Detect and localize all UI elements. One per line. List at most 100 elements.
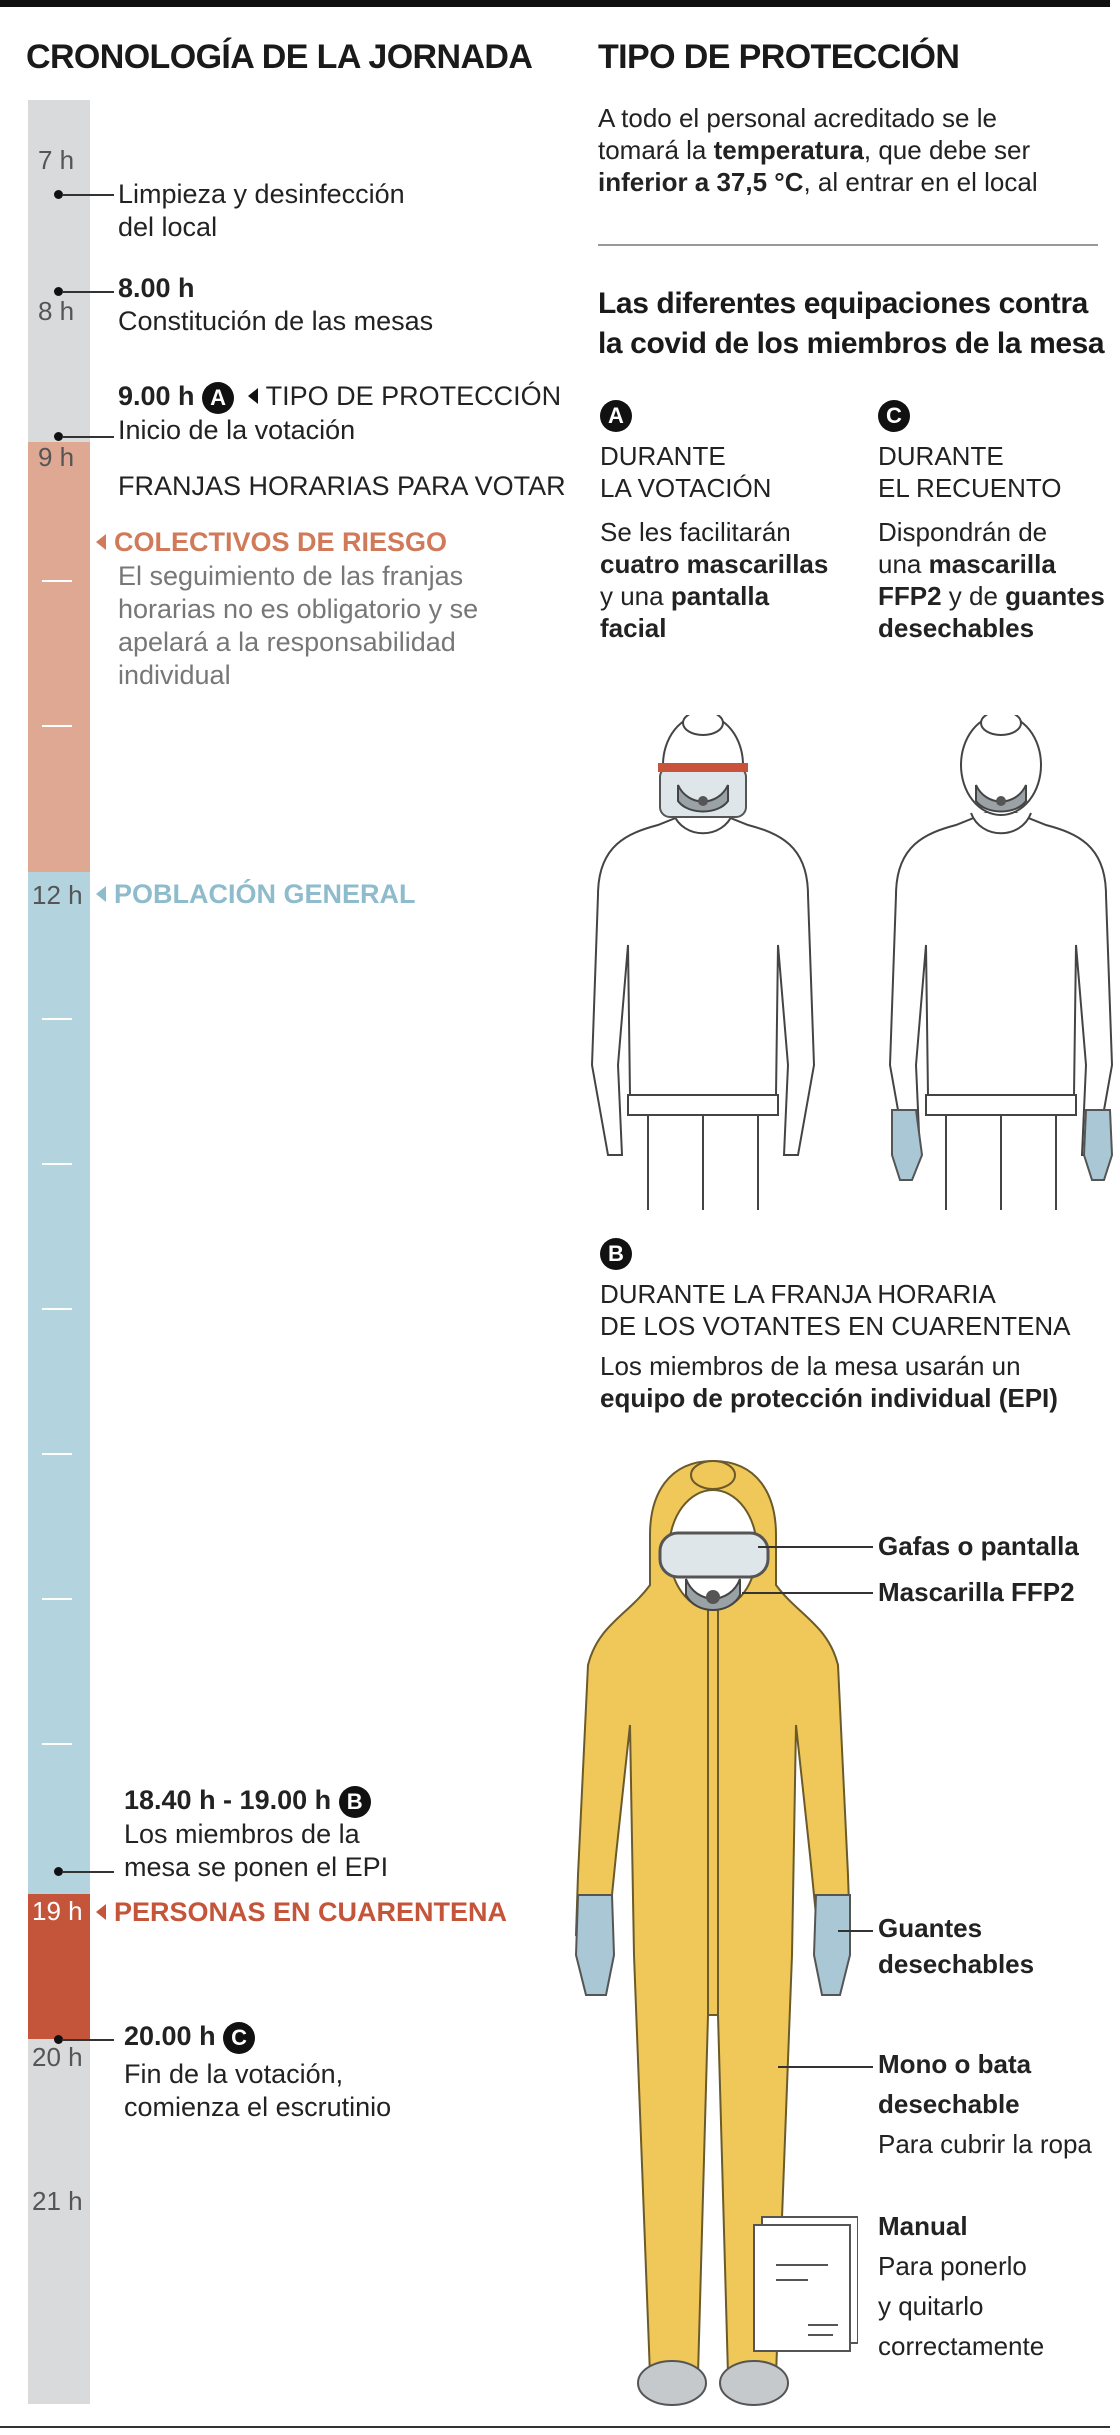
gloves-pointer <box>838 1930 873 1932</box>
hour-label-19: 19 h <box>32 1896 83 1926</box>
event-marker <box>54 432 63 441</box>
top-rule <box>0 0 1110 7</box>
bottom-rule <box>0 2426 1110 2428</box>
hour-tick <box>42 1163 72 1165</box>
quarantine-group-title: PERSONAS EN CUARENTENA <box>96 1896 507 1929</box>
desc-line: Dispondrán de <box>878 517 1048 548</box>
desc-line: Se les facilitarán <box>600 517 791 548</box>
intro-text: , que debe ser <box>863 135 1031 165</box>
label-line: Mono o bata <box>878 2049 1032 2079</box>
heading-line: LA VOTACIÓN <box>600 473 772 504</box>
mask-pointer <box>742 1592 873 1594</box>
desc-line: mesa se ponen el EPI <box>124 1851 389 1882</box>
arrow-left-icon <box>96 885 106 902</box>
hour-label-8: 8 h <box>38 296 75 326</box>
intro-text: tomará la <box>598 135 714 165</box>
subtitle-line: Las diferentes equipaciones contra <box>598 287 1088 320</box>
hour-tick <box>42 580 72 582</box>
label-gloves: Guantes desechables <box>878 1910 1034 1982</box>
glove-icon <box>1082 1109 1114 1181</box>
event-marker <box>54 190 63 199</box>
quarantine-group-label: PERSONAS EN CUARENTENA <box>114 1897 508 1927</box>
hour-tick <box>42 1018 72 1020</box>
event-constitution: 8.00 h Constitución de las mesas <box>118 272 433 338</box>
label-desc: Para ponerlo <box>878 2251 1027 2281</box>
hour-label-12: 12 h <box>32 880 83 910</box>
event-cleaning: Limpieza y desinfección del local <box>118 178 405 244</box>
badge-b: B <box>600 1238 632 1271</box>
badge-b: B <box>338 1785 371 1818</box>
desc-bold: mascarilla <box>928 549 1056 580</box>
arrow-left-icon <box>96 1903 106 1920</box>
desc-line: El seguimiento de las franjas <box>118 561 464 591</box>
figure-counting-member <box>888 715 1114 1210</box>
section-divider <box>598 244 1098 246</box>
label-desc: correctamente <box>878 2331 1045 2361</box>
desc-bold: cuatro mascarillas <box>600 549 829 580</box>
bar-segment-morning <box>28 100 90 442</box>
risk-group-label: COLECTIVOS DE RIESGO <box>114 527 448 557</box>
event-connector <box>62 2039 114 2041</box>
arrow-left-icon <box>247 387 258 404</box>
risk-group-title: COLECTIVOS DE RIESGO <box>96 526 447 559</box>
label-goggles: Gafas o pantalla <box>878 1531 1079 1561</box>
desc-line: comienza el escrutinio <box>124 2091 392 2122</box>
label-line: Guantes <box>878 1913 983 1943</box>
boot-icon <box>719 2360 789 2406</box>
event-time: 9.00 h <box>118 381 195 411</box>
event-time: 8.00 h <box>118 273 195 303</box>
mask-icon <box>677 784 729 813</box>
bar-segment-general <box>28 872 90 1894</box>
event-connector <box>62 436 114 438</box>
desc-text: y de <box>941 581 1006 612</box>
goggles-icon <box>658 1531 770 1579</box>
label-mask: Mascarilla FFP2 <box>878 1577 1075 1607</box>
glove-icon <box>891 1109 924 1181</box>
label-line: desechables <box>878 1949 1035 1979</box>
label-line: desechable <box>878 2089 1020 2119</box>
hour-label-7: 7 h <box>38 145 75 175</box>
protection-a: A DURANTE LA VOTACIÓN Se les facilitarán… <box>600 398 870 644</box>
protection-c: C DURANTE EL RECUENTO Dispondrán de una … <box>878 398 1118 644</box>
hour-tick <box>42 1598 72 1600</box>
desc-line: individual <box>118 660 231 690</box>
subtitle-line: la covid de los miembros de la mesa <box>598 327 1105 360</box>
slots-title: FRANJAS HORARIAS PARA VOTAR <box>118 471 566 501</box>
general-group-title: POBLACIÓN GENERAL <box>96 878 416 911</box>
intro-text: , al entrar en el local <box>803 167 1038 197</box>
timeline-title: CRONOLOGÍA DE LA JORNADA <box>26 38 533 76</box>
desc-line: horarias no es obligatorio y se <box>118 594 479 624</box>
hour-tick <box>42 1743 72 1745</box>
hour-tick <box>42 1453 72 1455</box>
hour-tick <box>42 1308 72 1310</box>
intro-line: A todo el personal acreditado se le <box>598 103 997 133</box>
glove-icon <box>574 1894 616 1996</box>
protection-b: B DURANTE LA FRANJA HORARIA DE LOS VOTAN… <box>600 1236 1110 1414</box>
intro-bold: inferior a 37,5 °C <box>598 167 804 197</box>
badge-c: C <box>878 400 910 433</box>
desc-line: Los miembros de la <box>124 1818 360 1849</box>
desc-bold: equipo de protección individual (EPI) <box>600 1383 1058 1414</box>
event-epi: 18.40 h - 19.00 h B Los miembros de la m… <box>124 1784 388 1884</box>
suit-pointer <box>778 2066 873 2068</box>
badge-a: A <box>202 381 235 414</box>
hour-label-9: 9 h <box>38 442 75 472</box>
desc-bold: guantes <box>1005 581 1105 612</box>
desc-bold: pantalla <box>670 581 770 612</box>
label-suit: Mono o bata desechable Para cubrir la ro… <box>878 2044 1092 2164</box>
event-connector <box>62 1871 114 1873</box>
event-end: 20.00 h C Fin de la votación, comienza e… <box>124 2020 391 2124</box>
desc-text: y una <box>600 581 671 612</box>
hour-label-21: 21 h <box>32 2186 83 2216</box>
figure-voting-member <box>590 715 816 1210</box>
event-marker <box>54 2035 63 2044</box>
label-desc: Para cubrir la ropa <box>878 2129 1092 2159</box>
mask-icon <box>975 784 1027 813</box>
equipment-subtitle: Las diferentes equipaciones contra la co… <box>598 284 1105 364</box>
desc-bold: FFP2 <box>878 581 942 612</box>
label-desc: y quitarlo <box>878 2291 984 2321</box>
bar-segment-quarantine <box>28 1894 90 2039</box>
desc-text: una <box>878 549 929 580</box>
event-voting-start: 9.00 h A TIPO DE PROTECCIÓN Inicio de la… <box>118 380 561 447</box>
boot-icon <box>637 2360 707 2406</box>
